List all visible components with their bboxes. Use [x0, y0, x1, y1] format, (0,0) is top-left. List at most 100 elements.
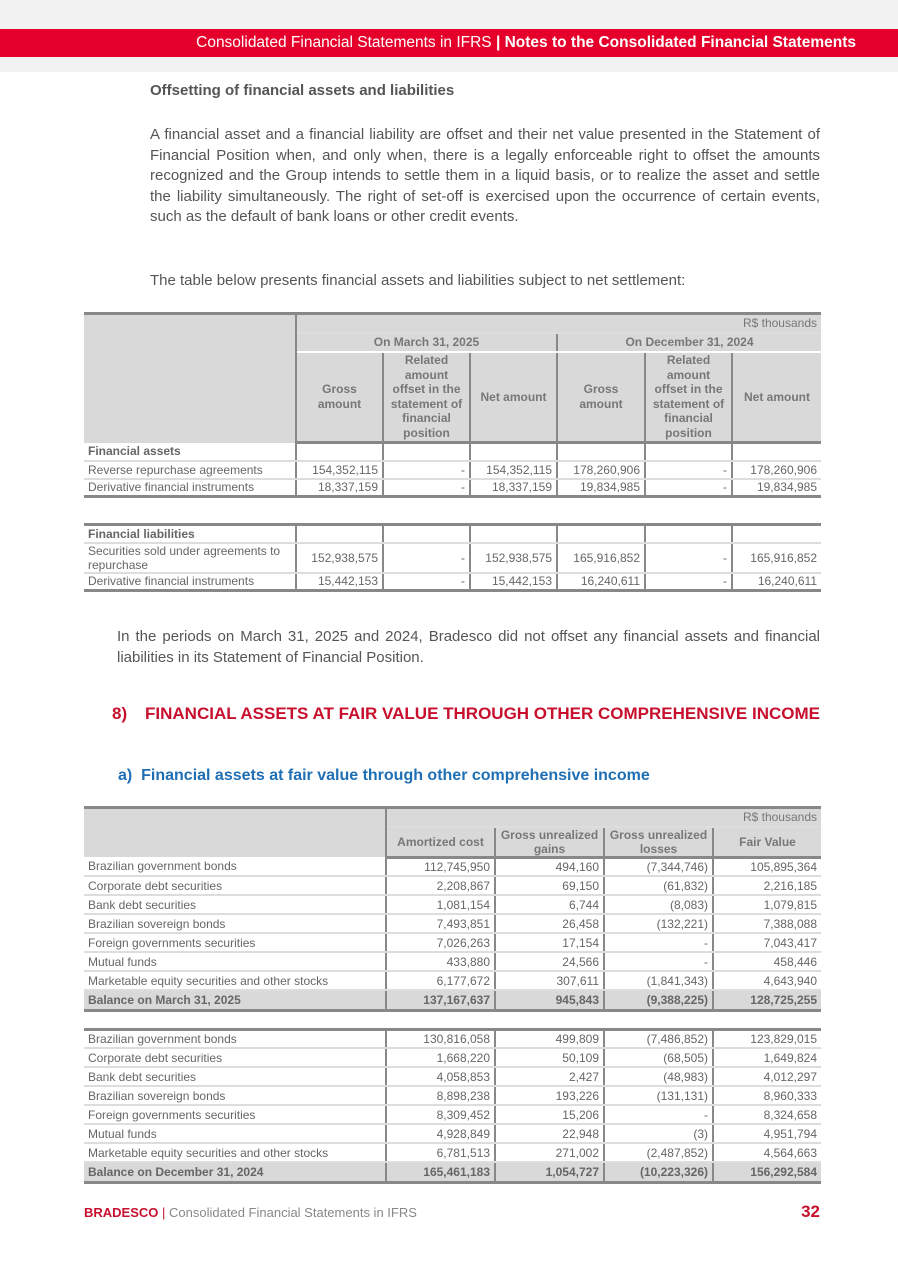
value-cell: (2,487,852) [604, 1143, 714, 1163]
row-label: Foreign governments securities [84, 933, 387, 953]
table-row: Foreign governments securities 7,026,263 1… [84, 933, 821, 953]
total-value: 128,725,255 [713, 990, 821, 1012]
row-label: Brazilian government bonds [84, 1029, 387, 1049]
column-header: Gross amount [557, 351, 646, 444]
value-cell: 26,458 [495, 914, 605, 934]
spacer [732, 496, 821, 526]
fvoci-table: R$ thousands Amortized cost Gross unrealiz… [84, 806, 821, 1184]
value-cell: - [383, 542, 471, 574]
value-cell: 152,938,575 [296, 542, 384, 574]
value-cell: 4,012,297 [713, 1067, 821, 1087]
section-8a-heading: a) Financial assets at fair value throug… [118, 767, 650, 785]
table-row: Marketable equity securities and other s… [84, 971, 821, 991]
spacer-row [84, 496, 821, 526]
value-cell: 2,427 [495, 1067, 605, 1087]
value-cell: 494,160 [495, 857, 605, 877]
table-row: Mutual funds 4,928,849 22,948 (3) 4,951,794 [84, 1124, 821, 1144]
total-value: 165,461,183 [386, 1162, 496, 1184]
value-cell: 1,649,824 [713, 1048, 821, 1068]
value-cell: 105,895,364 [713, 857, 821, 877]
total-value: (10,223,326) [604, 1162, 714, 1184]
table-cell [470, 524, 558, 544]
column-header: Gross unrealized gains [495, 826, 605, 859]
spacer [604, 1010, 713, 1031]
table-row: Corporate debt securities 2,208,867 69,150… [84, 876, 821, 896]
value-cell: 8,324,658 [713, 1105, 821, 1125]
value-cell: 19,834,985 [732, 478, 821, 498]
table-row: Brazilian government bonds 130,816,058 499… [84, 1029, 821, 1049]
column-header: Net amount [732, 351, 821, 444]
value-cell: - [383, 572, 471, 592]
row-label: Derivative financial instruments [84, 478, 297, 498]
spacer [296, 496, 383, 526]
subsection-letter: a) [118, 767, 133, 784]
table-cell [732, 524, 821, 544]
column-header: Related amount offset in the statement o… [645, 351, 733, 444]
value-cell: 2,208,867 [386, 876, 496, 896]
value-cell: 15,442,153 [470, 572, 558, 592]
unit-label: R$ thousands [296, 313, 821, 334]
unit-row: R$ thousands [84, 807, 821, 857]
value-cell: 307,611 [495, 971, 605, 991]
value-cell: 1,668,220 [386, 1048, 496, 1068]
table-row: Brazilian government bonds 112,745,950 494… [84, 857, 821, 877]
row-label: Brazilian government bonds [84, 857, 387, 877]
footer-separator: | [162, 1205, 166, 1220]
value-cell: 152,938,575 [470, 542, 558, 574]
period-row: On March 31, 2025 On December 31, 2024 [84, 332, 821, 353]
value-cell: 4,951,794 [713, 1124, 821, 1144]
table-row: Bank debt securities 4,058,853 2,427 (48,98… [84, 1067, 821, 1087]
value-cell: - [645, 478, 733, 498]
value-cell: 4,564,663 [713, 1143, 821, 1163]
total-row: Balance on March 31, 2025 137,167,637 945,… [84, 990, 821, 1012]
value-cell: 112,745,950 [386, 857, 496, 877]
table-cell [296, 524, 384, 544]
value-cell: - [604, 933, 714, 953]
spacer [495, 1010, 604, 1031]
unit-label: R$ thousands [386, 807, 821, 828]
value-cell: (132,221) [604, 914, 714, 934]
column-header: Gross amount [296, 351, 384, 444]
footer-text: Consolidated Financial Statements in IFR… [169, 1205, 417, 1220]
table-row: Foreign governments securities 8,309,452 1… [84, 1105, 821, 1125]
value-cell: 6,177,672 [386, 971, 496, 991]
table-cell [645, 442, 733, 462]
value-cell: 15,206 [495, 1105, 605, 1125]
value-cell: 69,150 [495, 876, 605, 896]
row-label: Mutual funds [84, 1124, 387, 1144]
group-label: Financial assets [84, 442, 297, 462]
offset-paragraph-2: The table below presents financial asset… [150, 272, 686, 289]
value-cell: 154,352,115 [296, 460, 384, 480]
offset-heading: Offsetting of financial assets and liabi… [150, 82, 455, 99]
row-label: Reverse repurchase agreements [84, 460, 297, 480]
period-header: On March 31, 2025 [296, 332, 558, 353]
value-cell: 178,260,906 [732, 460, 821, 480]
table-row: Securities sold under agreements to repu… [84, 542, 821, 574]
value-cell: 16,240,611 [732, 572, 821, 592]
value-cell: 22,948 [495, 1124, 605, 1144]
value-cell: (131,131) [604, 1086, 714, 1106]
table-cell [557, 442, 646, 462]
table-row: Derivative financial instruments 18,337,1… [84, 478, 821, 498]
section-number: 8) [112, 704, 128, 723]
value-cell: - [645, 542, 733, 574]
value-cell: 7,388,088 [713, 914, 821, 934]
row-label: Securities sold under agreements to repu… [84, 542, 297, 574]
spacer [645, 496, 732, 526]
value-cell: - [645, 572, 733, 592]
value-cell: (8,083) [604, 895, 714, 915]
spacer [470, 496, 557, 526]
group-row: Financial liabilities [84, 524, 821, 544]
header-separator: | [495, 34, 501, 51]
spacer [84, 1010, 386, 1031]
column-header-row: Amortized cost Gross unrealized gains Gros… [84, 826, 821, 859]
value-cell: 433,880 [386, 952, 496, 972]
value-cell: 7,493,851 [386, 914, 496, 934]
footer: BRADESCO | Consolidated Financial Statem… [84, 1205, 417, 1220]
table-row: Marketable equity securities and other s… [84, 1143, 821, 1163]
value-cell: 50,109 [495, 1048, 605, 1068]
row-label: Foreign governments securities [84, 1105, 387, 1125]
column-header: Amortized cost [386, 826, 496, 859]
spacer [386, 1010, 495, 1031]
value-cell: (61,832) [604, 876, 714, 896]
